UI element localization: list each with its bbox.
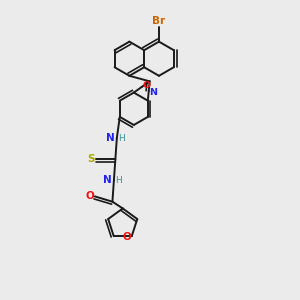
Text: Br: Br [152, 16, 166, 26]
Text: O: O [122, 232, 131, 242]
Text: N: N [149, 88, 157, 97]
Text: N: N [103, 176, 112, 185]
Text: O: O [86, 191, 95, 201]
Text: S: S [88, 154, 95, 164]
Text: H: H [116, 176, 122, 185]
Text: N: N [106, 133, 115, 143]
Text: O: O [142, 81, 150, 90]
Text: H: H [118, 134, 125, 142]
